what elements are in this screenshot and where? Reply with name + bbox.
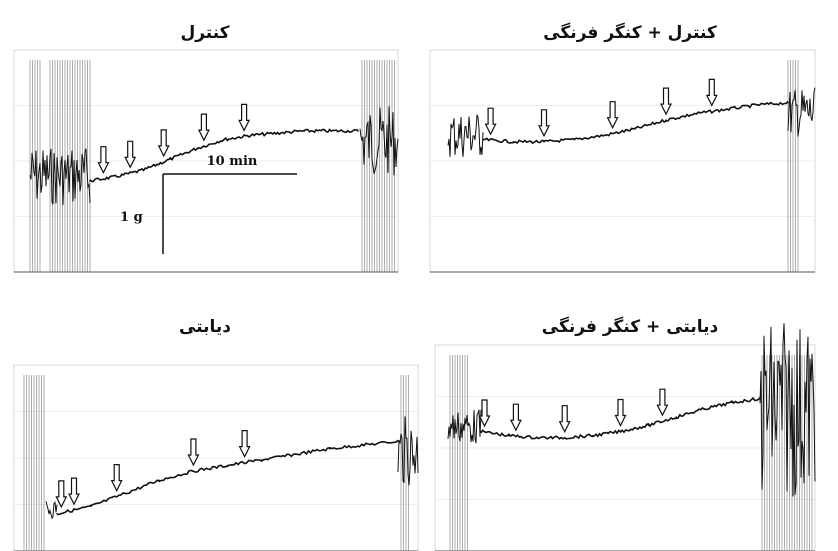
- addition-arrow: [55, 480, 68, 509]
- panel-title-diabetic: دیابتی: [179, 317, 231, 337]
- data-point: [759, 397, 761, 400]
- addition-arrow: [238, 103, 251, 132]
- addition-arrow: [509, 403, 522, 432]
- data-point: [665, 119, 667, 121]
- data-point: [124, 492, 126, 495]
- data-point: [192, 470, 195, 472]
- scale-bar: 10 min 1 g: [120, 154, 297, 254]
- data-point: [756, 104, 759, 106]
- data-point: [89, 180, 91, 182]
- panel-title-control: کنترل: [180, 23, 229, 43]
- addition-arrow: [484, 107, 497, 136]
- data-point: [675, 416, 678, 418]
- panel-title-diabetic-artichoke: دیابتی + کنگر فرنگی: [542, 316, 719, 337]
- addition-arrow: [97, 146, 110, 175]
- data-point: [543, 141, 545, 143]
- trace-line: [56, 439, 399, 516]
- addition-arrow: [110, 464, 123, 492]
- scale-bar-time-label: 10 min: [207, 154, 258, 169]
- addition-arrow: [68, 477, 80, 506]
- noise-burst: [787, 87, 816, 137]
- addition-arrow: [660, 87, 672, 116]
- addition-arrow: [538, 109, 550, 138]
- data-point: [329, 447, 331, 450]
- addition-arrow: [705, 78, 718, 107]
- data-point: [90, 505, 92, 508]
- data-point: [647, 424, 650, 427]
- data-point: [563, 436, 566, 439]
- panel-diabetic: [13, 364, 419, 551]
- data-point: [223, 138, 225, 141]
- data-point: [512, 141, 515, 143]
- addition-arrow: [656, 388, 669, 417]
- trace-line: [483, 100, 789, 145]
- data-point: [158, 479, 161, 482]
- addition-arrow: [197, 113, 210, 142]
- data-point: [536, 436, 538, 439]
- addition-arrow: [606, 101, 619, 130]
- addition-arrow: [478, 399, 491, 428]
- addition-arrow: [187, 438, 200, 467]
- data-point: [276, 132, 279, 134]
- noise-burst: [397, 416, 419, 486]
- scale-bar-force-label: 1 g: [120, 210, 143, 225]
- data-point: [731, 401, 733, 404]
- data-point: [634, 127, 637, 130]
- data-point: [142, 169, 145, 171]
- noise-burst: [29, 148, 91, 206]
- panel-diabetic-artichoke: [434, 323, 816, 551]
- panel-control: [13, 49, 399, 273]
- data-point: [169, 158, 172, 160]
- panel-title-control-artichoke: کنترل + کنگر فرنگی: [543, 22, 717, 43]
- data-point: [260, 459, 263, 461]
- data-point: [787, 101, 789, 104]
- data-point: [363, 444, 365, 446]
- data-point: [703, 408, 705, 410]
- data-point: [573, 138, 576, 141]
- noise-burst: [447, 114, 484, 157]
- data-point: [330, 130, 333, 132]
- data-point: [604, 134, 606, 137]
- panel-control-artichoke: [429, 49, 816, 273]
- data-point: [619, 430, 622, 433]
- data-point: [250, 134, 252, 137]
- data-point: [726, 108, 728, 111]
- data-point: [508, 434, 510, 437]
- data-point: [480, 430, 482, 433]
- data-point: [56, 513, 58, 515]
- data-point: [196, 147, 198, 150]
- addition-arrow: [238, 430, 251, 458]
- data-point: [303, 130, 306, 132]
- noise-burst: [45, 501, 58, 520]
- data-point: [591, 434, 594, 437]
- noise-burst: [359, 106, 399, 176]
- data-point: [226, 464, 229, 467]
- data-point: [397, 440, 399, 443]
- data-point: [482, 138, 484, 141]
- addition-arrow: [558, 405, 571, 434]
- data-point: [294, 453, 297, 456]
- data-point: [357, 130, 359, 132]
- data-point: [116, 175, 118, 178]
- addition-arrow: [614, 398, 627, 427]
- addition-arrow: [157, 129, 170, 158]
- noise-burst: [447, 409, 482, 444]
- noise-burst: [759, 323, 816, 497]
- data-point: [695, 112, 698, 115]
- addition-arrow: [124, 140, 137, 169]
